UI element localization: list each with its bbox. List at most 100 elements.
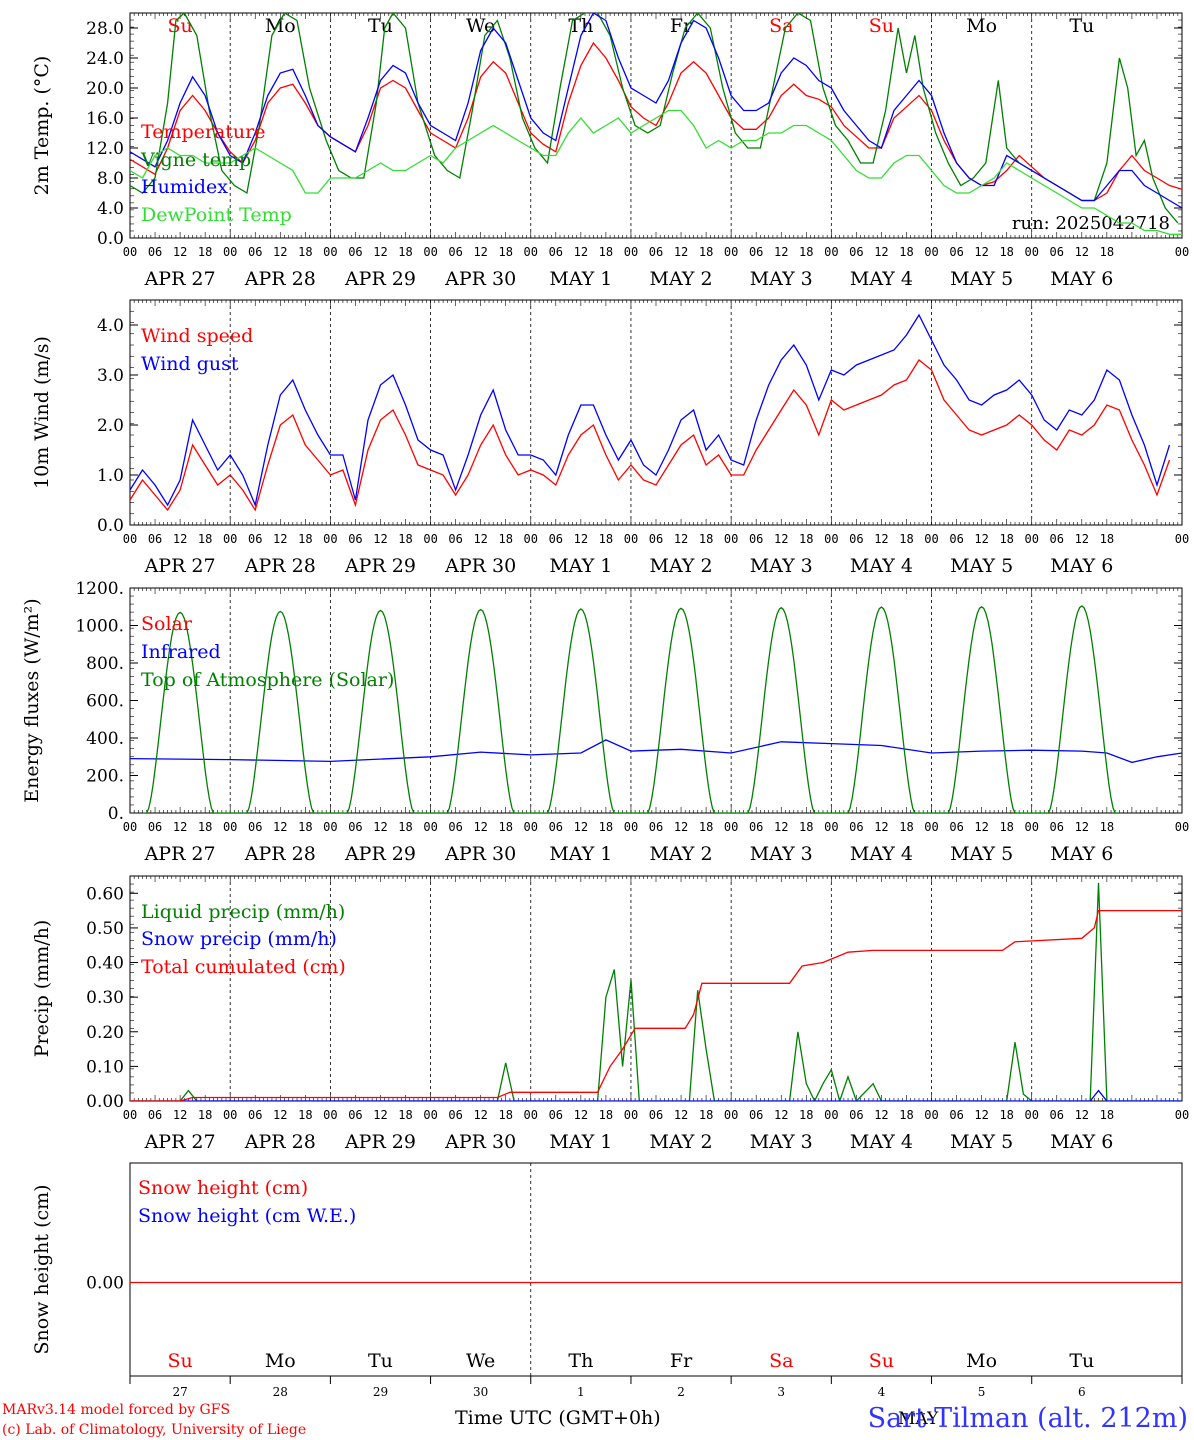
hour-label: 18: [298, 820, 312, 834]
date-label: APR 27: [144, 843, 216, 865]
hour-label: 06: [749, 245, 763, 259]
hour-label: 12: [974, 245, 988, 259]
series-group: [130, 882, 1182, 1101]
hour-label: 06: [348, 1108, 362, 1122]
series-line-2: [130, 13, 1179, 224]
weekday-label: We: [466, 15, 495, 37]
hour-label: 18: [398, 1108, 412, 1122]
hour-label: 00: [323, 820, 337, 834]
series-group: [130, 313, 1171, 512]
hour-label: 06: [849, 1108, 863, 1122]
hour-label: 12: [1075, 245, 1089, 259]
date-label: MAY 3: [750, 268, 813, 290]
day-number-label: 30: [473, 1385, 488, 1399]
hour-label: 12: [774, 245, 788, 259]
day-number-label: 1: [577, 1385, 585, 1399]
legend-entry: Wind gust: [141, 353, 239, 375]
hour-label: 18: [899, 820, 913, 834]
weekday-label: Su: [167, 15, 192, 37]
day-number-label: 2: [677, 1385, 685, 1399]
hour-label: 12: [974, 820, 988, 834]
legend-entry: DewPoint Temp: [141, 204, 292, 226]
hour-label: 12: [574, 532, 588, 546]
series-line-3: [142, 605, 1120, 813]
legend-entry: Vigne temp: [140, 149, 251, 171]
date-label: APR 28: [244, 843, 316, 865]
weekday-label: Sa: [769, 1350, 793, 1372]
hour-label: 18: [198, 532, 212, 546]
hour-label: 06: [448, 1108, 462, 1122]
date-label: APR 28: [244, 1131, 316, 1153]
date-label: MAY 1: [549, 268, 612, 290]
series-line-1: [130, 359, 1171, 512]
hour-label: 06: [949, 532, 963, 546]
hour-label: 12: [473, 820, 487, 834]
y-tick-label: 0.30: [86, 988, 124, 1008]
hour-label: 06: [148, 820, 162, 834]
weekday-label: Mo: [966, 15, 997, 37]
credit-line-1: MARv3.14 model forced by GFS: [2, 1402, 230, 1418]
y-axis-title: Precip (mm/h): [31, 920, 53, 1058]
date-label: MAY 1: [549, 1131, 612, 1153]
hour-label: 18: [999, 1108, 1013, 1122]
hour-label: 06: [148, 1108, 162, 1122]
hour-label: 12: [574, 245, 588, 259]
hour-label: 06: [1050, 820, 1064, 834]
hour-label: 12: [173, 1108, 187, 1122]
weekday-label: Mo: [966, 1350, 997, 1372]
hour-label: 00: [1024, 820, 1038, 834]
x-axis-label: Time UTC (GMT+0h): [455, 1407, 661, 1429]
hour-label: 00: [1024, 1108, 1038, 1122]
hour-label: 12: [574, 820, 588, 834]
station-label: Sart-Tilman (alt. 212m): [868, 1403, 1188, 1434]
hour-label: 00: [524, 532, 538, 546]
legend-entry: Temperature: [141, 121, 265, 143]
hour-label: 06: [549, 1108, 563, 1122]
hour-label: 06: [649, 1108, 663, 1122]
hour-label: 06: [448, 532, 462, 546]
legend-entry: Snow height (cm): [138, 1177, 308, 1199]
hour-label: 12: [874, 245, 888, 259]
hour-label: 18: [799, 1108, 813, 1122]
y-tick-label: 3.0: [97, 366, 124, 386]
weekday-label: Su: [869, 15, 894, 37]
hour-label: 00: [924, 245, 938, 259]
hour-label: 00: [123, 532, 137, 546]
date-label: MAY 2: [650, 843, 713, 865]
date-label: APR 30: [444, 843, 516, 865]
hour-label: 00: [423, 1108, 437, 1122]
panel-4: 00 06 12 18 APR 27 00 06 12 18 APR 28 00 06 12 18 APR …: [31, 875, 1189, 1153]
legend-entry: Top of Atmosphere (Solar): [141, 669, 394, 691]
hour-label: 06: [148, 245, 162, 259]
date-label: APR 29: [344, 843, 416, 865]
hour-label: 12: [373, 532, 387, 546]
date-label: APR 30: [444, 1131, 516, 1153]
hour-label: 12: [774, 820, 788, 834]
hour-label: 18: [398, 245, 412, 259]
y-tick-label: 0.: [108, 804, 124, 824]
date-label: APR 30: [444, 268, 516, 290]
day-number-label: 27: [172, 1385, 187, 1399]
hour-label: 00: [323, 245, 337, 259]
weekday-label: Mo: [265, 1350, 296, 1372]
y-tick-label: 800.: [86, 654, 124, 674]
weekday-label: Tu: [368, 15, 393, 37]
legend-entry: Liquid precip (mm/h): [141, 901, 345, 923]
hour-label: 12: [473, 532, 487, 546]
date-label: MAY 5: [950, 843, 1013, 865]
hour-label: 18: [699, 245, 713, 259]
y-tick-label: 16.0: [86, 109, 124, 129]
hour-label: 12: [874, 532, 888, 546]
day-number-label: 4: [878, 1385, 886, 1399]
run-annotation: run: 2025042718: [1012, 213, 1170, 234]
hour-label: 18: [999, 532, 1013, 546]
hour-label: 12: [974, 1108, 988, 1122]
weekday-label: Su: [869, 1350, 894, 1372]
date-label: MAY 4: [850, 268, 913, 290]
series-group: [130, 13, 1182, 235]
y-tick-label: 0.00: [86, 1092, 124, 1112]
y-tick-label: 200.: [86, 767, 124, 787]
hour-label: 00: [924, 532, 938, 546]
hour-label: 12: [774, 532, 788, 546]
date-label: MAY 4: [850, 555, 913, 577]
